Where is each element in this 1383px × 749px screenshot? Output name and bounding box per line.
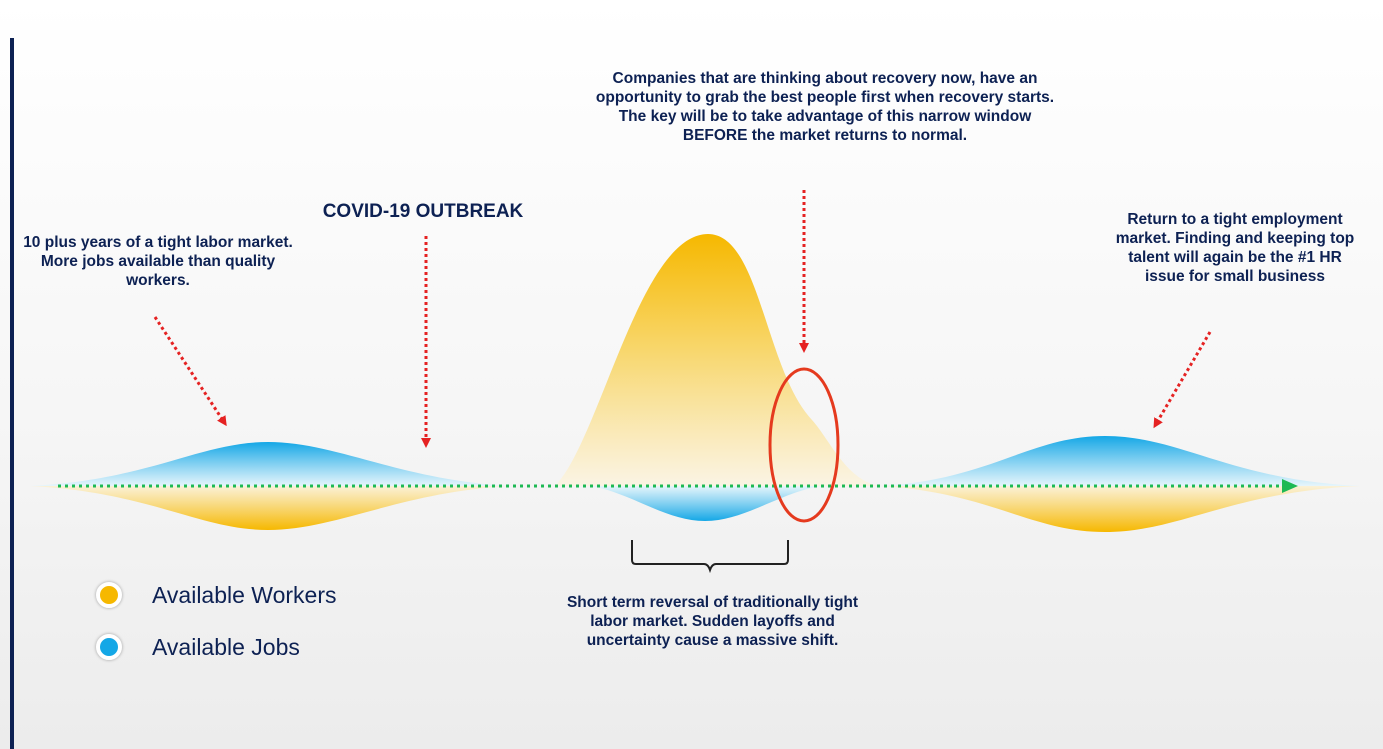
legend-label-workers: Available Workers bbox=[152, 581, 337, 608]
jobs-curve-pre-covid bbox=[30, 442, 510, 486]
tight-market-pointer-arrow bbox=[153, 316, 227, 427]
reversal-bracket bbox=[631, 540, 789, 574]
legend-item-jobs: Available Jobs bbox=[96, 632, 337, 662]
recovery-window-ring bbox=[768, 367, 840, 523]
legend: Available Workers Available Jobs bbox=[96, 580, 337, 684]
workers-dot-icon bbox=[96, 582, 122, 608]
workers-curve-post-recovery bbox=[880, 486, 1360, 532]
covid-outbreak-label: COVID-19 OUTBREAK bbox=[322, 201, 524, 222]
tight-labor-market-note: 10 plus years of a tight labor market. M… bbox=[23, 234, 293, 289]
short-term-reversal-note: Short term reversal of traditionally tig… bbox=[566, 594, 859, 649]
jobs-curve-covid bbox=[590, 486, 822, 521]
return-pointer-arrow bbox=[1153, 331, 1212, 429]
left-border-line bbox=[10, 38, 14, 749]
jobs-curve-post-recovery bbox=[880, 436, 1360, 486]
recovery-opportunity-note: Companies that are thinking about recove… bbox=[595, 70, 1055, 144]
return-to-tight-market-note: Return to a tight employment market. Fin… bbox=[1115, 211, 1355, 285]
workers-curve-pre-covid bbox=[30, 486, 510, 530]
legend-item-workers: Available Workers bbox=[96, 580, 337, 610]
workers-curve-covid bbox=[555, 234, 878, 486]
legend-label-jobs: Available Jobs bbox=[152, 633, 300, 660]
jobs-dot-icon bbox=[96, 634, 122, 660]
